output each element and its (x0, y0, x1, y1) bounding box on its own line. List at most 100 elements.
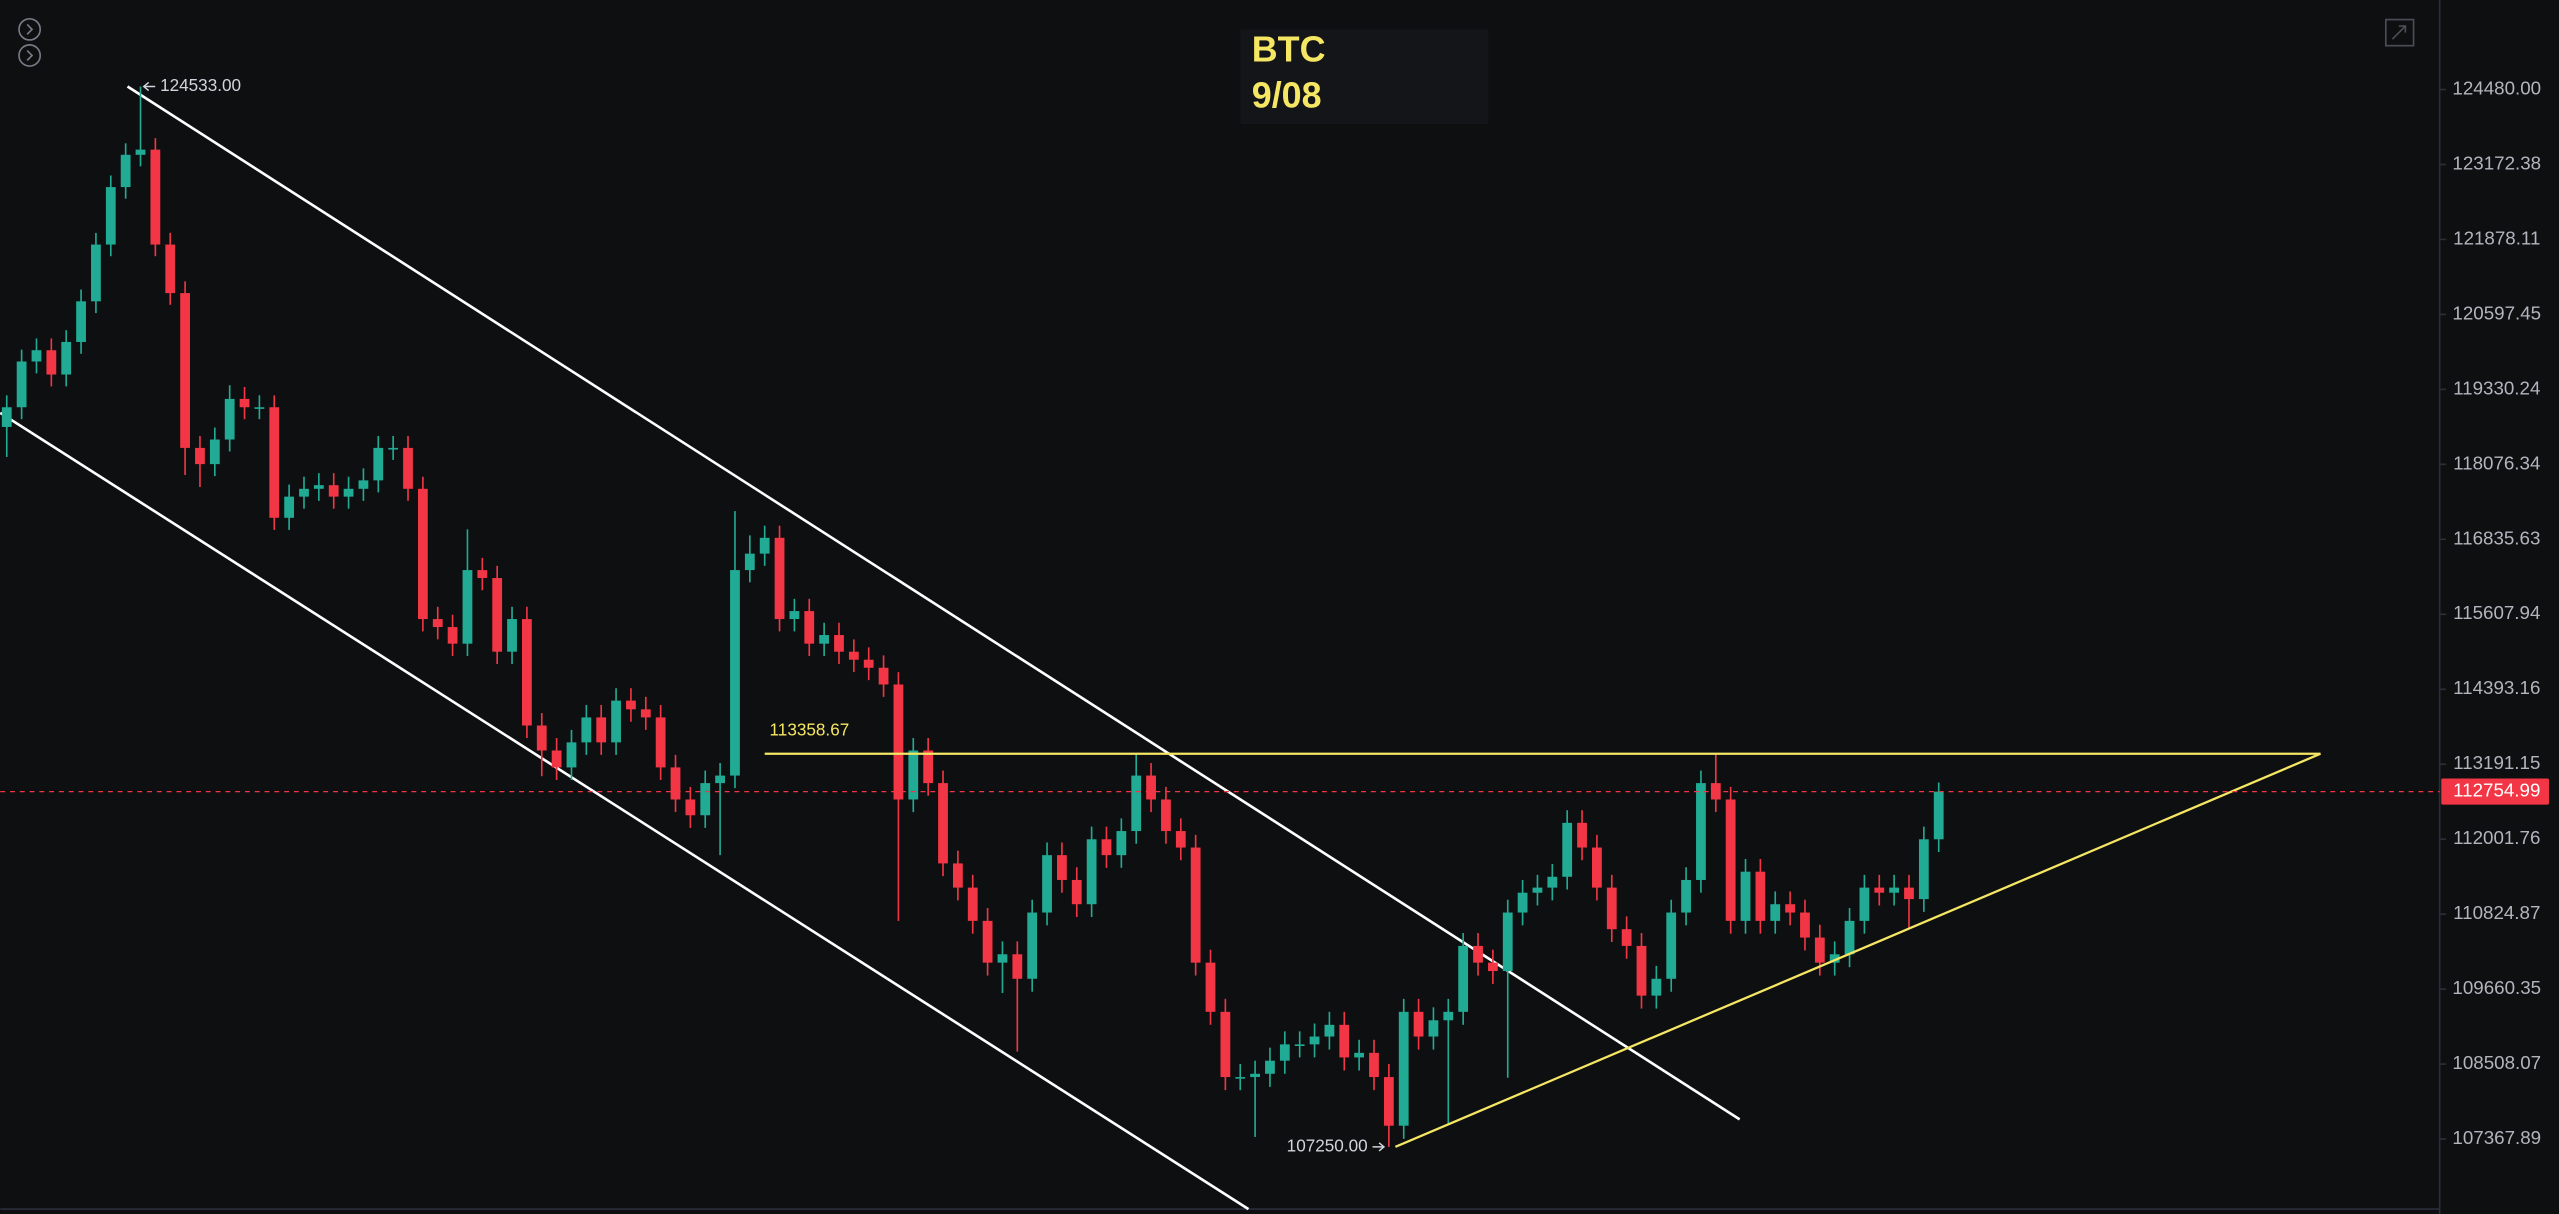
candle-body (46, 350, 57, 375)
chevron (26, 23, 34, 35)
candle-body (1473, 945, 1483, 963)
candle-body (31, 350, 42, 362)
candle-body (982, 920, 993, 963)
low-marker-label: 107250.00 (1287, 1135, 1368, 1155)
candle-body (1161, 799, 1171, 832)
candle-body (224, 398, 235, 440)
candle-body (848, 651, 859, 660)
candle-body (1398, 1011, 1409, 1126)
candle-body (1458, 945, 1469, 1012)
candle-body (715, 775, 725, 784)
y-tick-label: 112001.76 (2453, 827, 2540, 848)
candle-body (1681, 879, 1691, 913)
candle-body (1621, 929, 1632, 946)
candle-body (1220, 1011, 1231, 1078)
candle-body (1844, 920, 1855, 955)
candle-body (492, 578, 503, 652)
candle-body (1547, 876, 1558, 888)
candle-body (1800, 912, 1810, 938)
candle-body (551, 750, 562, 768)
candle-body (1071, 879, 1082, 905)
candle-body (1294, 1044, 1305, 1046)
title-box (1240, 29, 1489, 125)
candle-body (1814, 937, 1825, 963)
candle-body (1235, 1077, 1246, 1079)
candle-body (1606, 887, 1617, 930)
candle-body (759, 537, 770, 554)
candle-body (952, 863, 963, 888)
candle-body (581, 717, 592, 743)
candle-body (819, 635, 830, 644)
candle-body (640, 709, 651, 718)
candle-body (76, 301, 86, 342)
candle-body (923, 750, 934, 784)
y-tick-label: 121878.11 (2453, 227, 2540, 248)
y-tick-label: 108508.07 (2452, 1052, 2541, 1073)
candle-body (1265, 1060, 1275, 1074)
candle-body (239, 398, 250, 408)
fullscreen-icon[interactable] (2384, 18, 2415, 47)
candle-body (269, 407, 280, 518)
candle-body (1101, 839, 1112, 856)
candle-body (1592, 847, 1602, 888)
candle-body (1740, 871, 1751, 921)
candle-body (1205, 962, 1216, 1012)
candle-body (1443, 1011, 1454, 1021)
support-line (1394, 752, 2321, 1148)
candle-body (774, 537, 785, 620)
y-tick-label: 114393.16 (2453, 677, 2540, 698)
expand-icon[interactable] (18, 17, 42, 41)
candle-body (477, 570, 488, 579)
candle-body (417, 488, 428, 620)
candle-body (91, 244, 101, 302)
candles (1, 86, 1944, 1147)
candle-body (522, 619, 532, 726)
candle-body (1770, 904, 1781, 921)
candle-body (1666, 912, 1677, 979)
candle-body (1725, 799, 1736, 921)
y-tick-label: 113191.15 (2453, 752, 2540, 773)
icon-arrow (2391, 25, 2407, 40)
candle-body (135, 149, 146, 155)
candle-body (61, 341, 72, 375)
candle-body (789, 611, 800, 620)
candle-body (1904, 887, 1914, 900)
candle-body (834, 635, 844, 652)
candle-body (462, 570, 473, 644)
candle-body (670, 767, 681, 800)
candle-body (209, 439, 220, 465)
candle-body (432, 619, 443, 628)
candle-body (804, 611, 815, 644)
candle-body (343, 488, 354, 497)
y-tick-label: 124480.00 (2452, 77, 2541, 98)
expand-icon[interactable] (18, 44, 42, 67)
candle-body (967, 887, 978, 921)
candle-body (1918, 839, 1929, 900)
candle-body (1012, 954, 1023, 979)
candle-body (685, 799, 696, 816)
candle-body (1874, 887, 1885, 893)
candle-body (997, 954, 1008, 963)
candle-body (1131, 775, 1142, 832)
candle-body (1175, 831, 1186, 848)
candle-body (536, 725, 547, 751)
candle-body (105, 187, 116, 245)
candle-body (1339, 1024, 1350, 1058)
trend-line (126, 85, 1741, 1121)
marker-arrow (1372, 1142, 1386, 1152)
candle-body (744, 553, 755, 571)
y-tick-label: 123172.38 (2452, 152, 2541, 173)
last-price-label: 112754.99 (2453, 780, 2540, 801)
candle-body (1116, 831, 1127, 856)
y-tick-label: 107367.89 (2452, 1127, 2541, 1148)
candle-body (1696, 783, 1706, 880)
candle-body (1562, 822, 1573, 877)
icon-frame (2384, 18, 2415, 47)
candle-body (863, 659, 874, 668)
y-tick-label: 109660.35 (2452, 977, 2541, 998)
candle-body (655, 717, 666, 768)
toolbar-icons[interactable] (18, 17, 42, 67)
candle-body (1487, 962, 1498, 972)
candle-body (180, 293, 190, 448)
